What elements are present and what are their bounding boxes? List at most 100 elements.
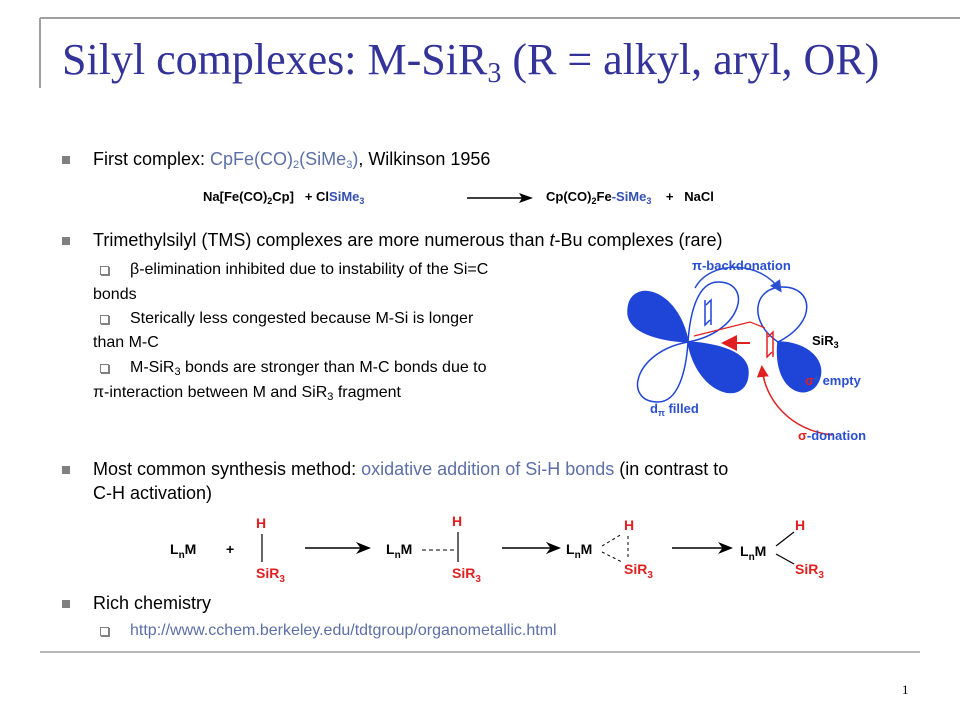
text: σ bbox=[798, 428, 807, 443]
filled-lobe bbox=[688, 342, 748, 392]
text: M bbox=[755, 543, 767, 559]
text: -donation bbox=[807, 428, 866, 443]
subscript: 3 bbox=[647, 570, 653, 581]
text: SiR bbox=[256, 565, 279, 581]
equation-right: Cp(CO)2Fe-SiMe3 + NaCl bbox=[546, 189, 714, 204]
text: M bbox=[185, 541, 197, 557]
silyl: SiR3 bbox=[624, 561, 653, 581]
text: -SiMe bbox=[612, 189, 647, 204]
text: fragment bbox=[333, 384, 401, 401]
subscript: 3 bbox=[834, 340, 839, 350]
hydride: H bbox=[256, 515, 266, 531]
sub-bullet-text: β-elimination inhibited due to instabili… bbox=[130, 261, 488, 279]
page: Slide { "title": {"main": "Silyl complex… bbox=[0, 0, 960, 720]
product-silyl: -SiMe3 bbox=[612, 189, 652, 204]
text: (in contrast to bbox=[614, 459, 728, 479]
text: σ bbox=[805, 373, 814, 388]
text: filled bbox=[665, 401, 699, 416]
subscript: 3 bbox=[279, 574, 285, 585]
bullet-text: First complex: CpFe(CO)2(SiMe3), Wilkins… bbox=[93, 149, 490, 170]
title: Silyl complexes: M-SiR3 (R = alkyl, aryl… bbox=[62, 34, 879, 85]
silyl: SiR3 bbox=[256, 565, 285, 585]
reaction-arrow bbox=[465, 190, 535, 206]
empty-lobe bbox=[758, 287, 807, 342]
metal: LnM bbox=[740, 543, 766, 563]
text: M bbox=[401, 541, 413, 557]
silyl: SiR3 bbox=[795, 561, 824, 581]
bond bbox=[776, 532, 794, 546]
formula: CpFe(CO)2(SiMe3) bbox=[210, 149, 358, 169]
title-text: Silyl complexes: M-SiR bbox=[62, 35, 487, 84]
empty-lobe bbox=[688, 282, 738, 342]
subscript: 3 bbox=[359, 196, 364, 206]
label: SiR3 bbox=[812, 333, 839, 350]
highlight: oxidative addition of Si-H bonds bbox=[361, 459, 614, 479]
text: Trimethylsilyl (TMS) complexes are more … bbox=[93, 230, 549, 250]
page-number: 1 bbox=[902, 682, 909, 698]
metal: LnM bbox=[170, 541, 196, 561]
text: Most common synthesis method: bbox=[93, 459, 361, 479]
dashed-bond bbox=[602, 552, 622, 562]
bullet bbox=[62, 466, 70, 474]
bullet-text: C-H activation) bbox=[93, 483, 212, 504]
sub-bullet-text: π-interaction between M and SiR3 fragmen… bbox=[93, 384, 401, 402]
sub-bullet-text: bonds bbox=[93, 286, 137, 304]
species: LnM H SiR3 bbox=[386, 513, 481, 585]
text: NaCl bbox=[684, 189, 714, 204]
bond bbox=[776, 554, 794, 564]
label: σ* empty bbox=[805, 373, 862, 388]
text: * empty bbox=[814, 373, 862, 388]
reaction-scheme: LnM + H SiR3 LnM H SiR3 LnM H SiR3 LnM H… bbox=[150, 510, 850, 590]
species: LnM + H SiR3 bbox=[170, 515, 285, 585]
text: Cp] bbox=[272, 189, 294, 204]
sub-bullet bbox=[100, 364, 109, 373]
title-subscript: 3 bbox=[487, 58, 501, 89]
text: SiR bbox=[795, 561, 818, 577]
title-text: (R = alkyl, aryl, OR) bbox=[501, 35, 879, 84]
orbital-diagram: π-backdonation SiR3 σ* empty dπ filled σ… bbox=[600, 250, 910, 450]
text: + Cl bbox=[305, 189, 329, 204]
sub-bullet bbox=[100, 266, 109, 275]
hydride: H bbox=[624, 517, 634, 533]
bullet bbox=[62, 156, 70, 164]
text: SiR bbox=[452, 565, 475, 581]
species: LnM H SiR3 bbox=[740, 517, 824, 581]
silyl: SiR3 bbox=[452, 565, 481, 585]
text: M-SiR bbox=[130, 359, 174, 376]
sub-bullet-text: than M-C bbox=[93, 334, 159, 352]
metal: LnM bbox=[566, 541, 592, 561]
text: + bbox=[666, 189, 674, 204]
subscript: 3 bbox=[646, 196, 651, 206]
text: -Bu complexes (rare) bbox=[554, 230, 722, 250]
label: π-backdonation bbox=[692, 258, 791, 273]
text: First complex: bbox=[93, 149, 210, 169]
bullet-text: Trimethylsilyl (TMS) complexes are more … bbox=[93, 230, 723, 251]
plus: + bbox=[226, 541, 234, 557]
text: bonds are stronger than M-C bonds due to bbox=[181, 359, 487, 376]
empty-lobe bbox=[638, 342, 688, 402]
bullet-text: Rich chemistry bbox=[93, 593, 211, 614]
sub-bullet-text: Sterically less congested because M-Si i… bbox=[130, 310, 473, 328]
text: Fe bbox=[597, 189, 612, 204]
text: (SiMe bbox=[299, 149, 346, 169]
label: dπ filled bbox=[650, 401, 699, 418]
bullet-text: Most common synthesis method: oxidative … bbox=[93, 459, 728, 480]
hydride: H bbox=[452, 513, 462, 529]
link[interactable]: http://www.cchem.berkeley.edu/tdtgroup/o… bbox=[130, 622, 557, 640]
sub-bullet bbox=[100, 627, 109, 636]
text: SiR bbox=[812, 333, 834, 348]
text: M bbox=[581, 541, 593, 557]
text: π-interaction between M and SiR bbox=[93, 384, 327, 401]
text: , Wilkinson 1956 bbox=[358, 149, 490, 169]
equation-left: Na[Fe(CO)2Cp] + ClSiMe3 bbox=[203, 189, 364, 204]
text: d bbox=[650, 401, 658, 416]
text: Cp(CO) bbox=[546, 189, 592, 204]
dashed-bond bbox=[602, 534, 622, 546]
bullet bbox=[62, 237, 70, 245]
text: SiR bbox=[624, 561, 647, 577]
slide: Silyl complexes: M-SiR3 (R = alkyl, aryl… bbox=[0, 0, 960, 720]
hydride: H bbox=[795, 517, 805, 533]
filled-lobe bbox=[628, 292, 688, 342]
metal: LnM bbox=[386, 541, 412, 561]
sub-bullet-text: M-SiR3 bonds are stronger than M-C bonds… bbox=[130, 359, 487, 377]
